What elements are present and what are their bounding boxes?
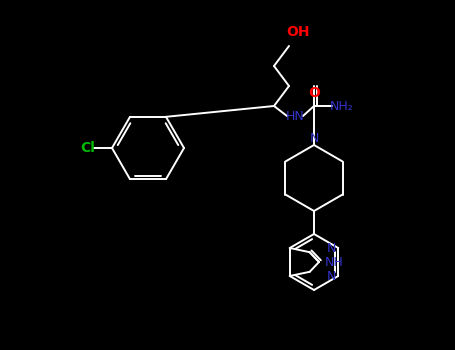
Text: HN: HN [286, 110, 304, 122]
Text: OH: OH [286, 25, 310, 39]
Text: N: N [327, 241, 336, 254]
Text: NH: NH [324, 256, 344, 268]
Text: NH₂: NH₂ [330, 99, 354, 112]
Text: N: N [327, 270, 336, 282]
Text: O: O [308, 86, 320, 100]
Text: N: N [309, 133, 318, 146]
Text: Cl: Cl [81, 141, 96, 155]
